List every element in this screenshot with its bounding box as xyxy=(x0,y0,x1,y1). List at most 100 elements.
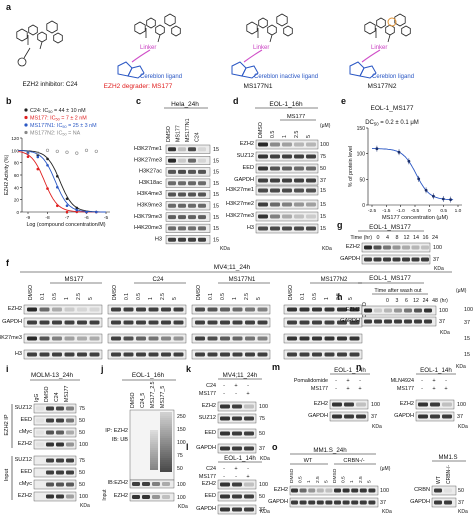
legend-entry: MS177: IC50 = 7 ± 2 nM xyxy=(30,116,87,122)
lane-label: MS177_5 xyxy=(160,386,166,408)
label-c24: EZH2 inhibitor: C24 xyxy=(23,81,78,88)
band xyxy=(36,483,44,487)
mw-label: 15 xyxy=(213,204,219,210)
blot-strip xyxy=(23,349,103,360)
band xyxy=(337,307,347,312)
condition-sign: - xyxy=(223,474,225,480)
group-label: MS177 xyxy=(64,277,84,283)
band xyxy=(220,431,230,436)
row-label: EED xyxy=(204,493,216,499)
x-tick: -7 xyxy=(65,215,70,221)
ip-label: IP: EZH2 xyxy=(105,428,128,434)
blot-strip xyxy=(283,333,363,344)
band xyxy=(27,320,37,325)
blot-strip xyxy=(33,467,77,478)
row-label: EZH2 xyxy=(202,481,216,487)
lane-label: DMSO xyxy=(332,468,338,483)
data-point xyxy=(65,210,69,214)
band xyxy=(299,336,310,341)
condition-sign: + xyxy=(358,386,361,392)
band xyxy=(220,307,230,312)
x-tick: 0.5 xyxy=(440,208,447,214)
mw-label: 15 xyxy=(213,192,219,198)
fit-curve xyxy=(18,149,106,213)
band xyxy=(46,470,54,475)
row-label: CRBN xyxy=(414,487,430,493)
band xyxy=(418,402,428,407)
band xyxy=(232,404,242,409)
group-label: C24 xyxy=(152,277,164,283)
group-label: WT xyxy=(304,458,313,464)
row-label: cMyc xyxy=(19,481,32,487)
band xyxy=(46,430,54,435)
band xyxy=(232,352,243,357)
panel-letter: n xyxy=(356,362,362,372)
smear xyxy=(160,418,172,420)
band xyxy=(316,500,324,505)
band xyxy=(282,154,292,159)
blot-strip xyxy=(23,317,103,328)
lane-label: 1 xyxy=(306,480,312,483)
ib-ezh2-label: IB:EZH2 xyxy=(108,480,128,486)
label-ms177n2: MS177N2 xyxy=(368,83,397,90)
band xyxy=(232,320,243,325)
band xyxy=(257,336,268,341)
legend-marker xyxy=(24,123,28,127)
mw-label: 50 xyxy=(79,430,85,436)
band xyxy=(178,237,186,242)
band xyxy=(89,352,100,357)
ring xyxy=(376,17,386,29)
mw-label: 37 xyxy=(259,507,265,513)
ring xyxy=(171,25,181,37)
band xyxy=(66,482,74,487)
lane-label: WT xyxy=(436,476,442,484)
y-tick: 120 xyxy=(11,136,19,141)
data-point xyxy=(84,148,89,152)
band xyxy=(64,336,75,341)
band xyxy=(244,482,254,487)
row-label: H3 xyxy=(247,225,254,231)
panel-letter: o xyxy=(272,442,278,452)
band xyxy=(270,188,280,193)
band xyxy=(168,169,176,174)
band xyxy=(312,320,322,325)
band xyxy=(332,414,342,419)
smear xyxy=(160,470,172,472)
band xyxy=(364,319,372,324)
band xyxy=(36,442,44,447)
y-tick: 60 xyxy=(14,173,20,178)
data-point xyxy=(85,210,88,214)
smear xyxy=(160,466,172,468)
smear xyxy=(150,448,158,450)
x-tick: -1.5 xyxy=(382,208,391,214)
mw-label: 50 xyxy=(259,431,265,437)
time-point: 12 xyxy=(413,298,419,304)
band xyxy=(232,336,243,341)
row-label: EZH2 xyxy=(18,441,32,447)
lane-label: DMSO xyxy=(258,122,264,138)
smear xyxy=(160,456,172,458)
mw-label: 15 xyxy=(464,352,470,358)
panel-title: EOL-1_MS177 xyxy=(371,105,414,112)
band xyxy=(161,336,171,341)
band xyxy=(123,352,134,357)
smear xyxy=(150,434,158,436)
lane-label: 0.1 xyxy=(300,293,306,300)
row-label: EZH2 xyxy=(274,487,288,493)
time-point: 3 xyxy=(396,298,399,304)
time-point: 4 xyxy=(386,235,389,241)
smear xyxy=(160,438,172,440)
band xyxy=(270,214,280,219)
lane-label: 0.5 xyxy=(52,293,58,300)
lane-label: DMSO xyxy=(288,285,294,300)
time-label: Time (hr) xyxy=(350,235,372,241)
panel-title: Hela_24h xyxy=(171,101,199,108)
band xyxy=(337,320,347,325)
panel-title: EOL-1_14h xyxy=(334,367,366,374)
y-tick: 0 xyxy=(16,210,19,215)
band xyxy=(337,352,347,357)
band xyxy=(52,336,62,341)
panel-title: EOL-1_14h xyxy=(224,455,256,462)
band xyxy=(168,158,176,163)
band xyxy=(188,226,196,231)
